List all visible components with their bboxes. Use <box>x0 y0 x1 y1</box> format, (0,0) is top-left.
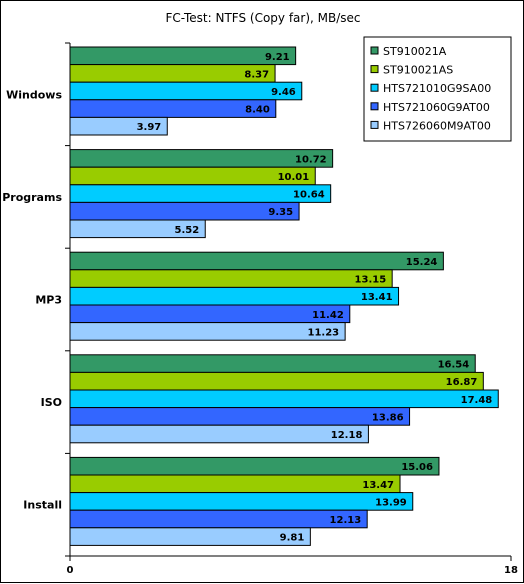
category-label: Install <box>23 499 62 512</box>
data-label: 12.13 <box>330 515 362 526</box>
x-tick-label: 0 <box>67 565 74 576</box>
legend-label: HTS721060G9AT00 <box>383 101 490 114</box>
bar <box>69 46 297 66</box>
legend-label: ST910021A <box>383 45 447 58</box>
data-label: 10.01 <box>278 172 310 183</box>
data-label: 13.15 <box>355 275 387 286</box>
chart-title: FC-Test: NTFS (Copy far), MB/sec <box>165 11 360 25</box>
x-tick-label: 18 <box>504 565 518 576</box>
data-label: 11.42 <box>312 310 344 321</box>
bar <box>69 389 499 409</box>
data-label: 13.41 <box>361 292 393 303</box>
data-label: 5.52 <box>175 225 200 236</box>
category-label: ISO <box>41 396 62 409</box>
bar <box>69 456 440 476</box>
data-label: 17.48 <box>461 395 493 406</box>
bar <box>69 304 351 324</box>
bar <box>69 286 400 306</box>
legend-label: ST910021AS <box>383 64 453 77</box>
data-label: 13.47 <box>362 480 394 491</box>
data-label: 16.87 <box>446 377 478 388</box>
bar <box>69 354 476 373</box>
data-label: 15.24 <box>406 257 438 268</box>
bar <box>69 81 303 101</box>
bar <box>69 149 334 168</box>
legend-swatch <box>370 102 379 111</box>
legend-label: HTS721010G9SA00 <box>383 82 491 95</box>
legend-label: HTS726060M9AT00 <box>383 119 491 132</box>
data-label: 9.46 <box>271 87 296 98</box>
bar <box>69 201 300 221</box>
category-label: Windows <box>6 88 62 101</box>
legend-swatch <box>370 83 379 92</box>
bar <box>69 371 484 391</box>
data-label: 10.72 <box>295 154 327 165</box>
legend-swatch <box>370 46 379 55</box>
data-label: 8.40 <box>245 105 270 116</box>
axes-layer: 0 18 <box>65 42 518 576</box>
data-label: 11.23 <box>307 327 339 338</box>
bar <box>69 269 393 288</box>
bar <box>69 424 369 444</box>
data-label: 9.81 <box>280 533 305 544</box>
bars-layer: 9.21 8.379.468.40 3.97 10.72 10.01 10.649.35 5… <box>69 46 499 546</box>
data-label: 9.21 <box>265 52 290 63</box>
data-label: 10.64 <box>293 190 325 201</box>
data-label: 9.35 <box>268 207 293 218</box>
data-label: 13.99 <box>375 497 407 508</box>
category-labels: Windows Programs MP3 ISO Install <box>2 88 62 511</box>
data-label: 13.86 <box>372 412 404 423</box>
legend: ST910021A ST910021AS HTS721010G9SA00 HTS721… <box>363 36 512 142</box>
legend-swatch <box>370 120 379 129</box>
bar <box>69 492 414 511</box>
bar <box>69 527 311 546</box>
bar <box>69 322 346 341</box>
data-label: 3.97 <box>137 122 162 133</box>
legend-box <box>363 36 512 142</box>
category-label: MP3 <box>35 294 62 307</box>
data-label: 16.54 <box>438 360 470 371</box>
category-label: Programs <box>2 191 62 204</box>
bar <box>69 509 368 529</box>
data-label: 12.18 <box>331 430 363 441</box>
bar <box>69 251 444 271</box>
legend-swatch <box>370 65 379 74</box>
bar <box>69 474 401 494</box>
data-label: 8.37 <box>244 69 269 80</box>
bar <box>69 184 332 203</box>
bar <box>69 407 411 426</box>
data-label: 15.06 <box>401 462 433 473</box>
